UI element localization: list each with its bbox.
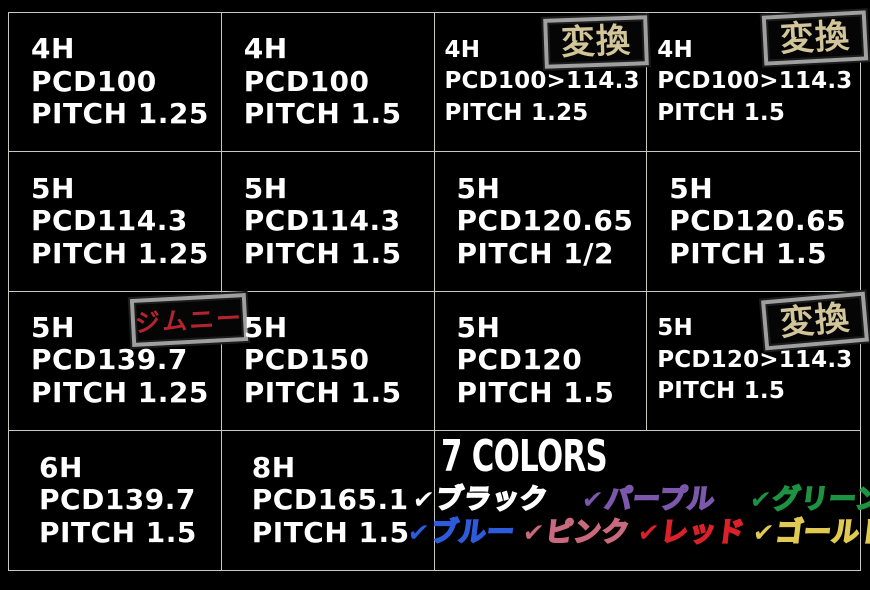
color-option-label: ピンク [543,516,633,549]
color-option-purple: ✔ パープル [580,483,718,516]
color-option-pink: ✔ ピンク [521,516,634,549]
spec-pcd: PCD114.3 [243,204,401,238]
check-icon: ✔ [580,484,605,514]
henkan-badge: 変換 [543,15,650,69]
spec-pitch: PITCH 1.5 [251,515,410,549]
spec-pcd: PCD139.7 [31,343,188,377]
check-icon: ✔ [747,484,773,514]
spec-hole: 4H [31,32,75,66]
color-option-label: グリーン [770,483,870,516]
spec-pcd: PCD165.1 [251,483,409,517]
spec-hole: 5H [243,171,288,205]
spec-hole: 5H [669,171,714,205]
spec-pcd: PCD139.7 [39,483,196,517]
spec-hole: 5H [243,310,288,344]
spec-pitch: PITCH 1.5 [243,375,402,409]
spec-cell: 8H PCD165.1 PITCH 1.5 [222,430,435,570]
spec-pitch: PITCH 1.5 [657,99,786,126]
spec-pcd: PCD100 [31,64,157,98]
check-icon: ✔ [521,517,547,547]
spec-pcd: PCD150 [243,343,370,377]
spec-hole: 5H [31,171,75,205]
spec-hole: 8H [251,450,296,484]
spec-pitch: PITCH 1.25 [444,99,589,126]
spec-pitch: PITCH 1.25 [31,97,209,131]
spec-pitch: PITCH 1.25 [31,375,209,409]
spec-cell: 6H PCD139.7 PITCH 1.5 [9,430,222,570]
spec-hole: 5H [456,171,501,205]
color-option-label: ブルー [428,516,518,549]
spec-grid: 4H PCD100 PITCH 1.25 4H PCD100 PITCH 1.5… [8,10,870,571]
spec-cell: 変換 4H PCD100>114.3 PITCH 1.5 [647,10,869,153]
color-option-red: ✔ レッド [636,516,748,549]
color-option-black: ✔ ブラック [411,483,552,516]
spec-cell: 変換 5H PCD120>114.3 PITCH 1.5 [647,291,869,431]
color-options-row: ✔ ブラック ✔ パープル ✔ グリーン [412,483,870,516]
color-option-label: レッド [658,516,748,549]
henkan-badge: 変換 [761,10,869,66]
spec-pitch: PITCH 1.5 [243,236,402,270]
spec-pcd: PCD114.3 [31,204,188,238]
spec-cell: 5H PCD114.3 PITCH 1.25 [9,152,222,292]
spec-cell: 5H PCD120 PITCH 1.5 [434,291,648,431]
spec-hole: 5H [456,310,501,344]
spec-cell: 変換 4H PCD100>114.3 PITCH 1.25 [434,13,650,153]
spec-pitch: PITCH 1.5 [456,375,615,409]
spec-hole: 4H [657,36,693,63]
henkan-badge: 変換 [761,291,869,350]
color-options-row: ✔ ブルー ✔ ピンク ✔ レッド ✔ ゴールド [407,516,870,549]
spec-cell: ジムニー 5H PCD139.7 PITCH 1.25 [9,291,248,431]
color-option-label: ブラック [433,483,551,516]
spec-cell: 5H PCD120.65 PITCH 1/2 [434,152,648,292]
color-option-label: ゴールド [773,516,870,549]
spec-pcd: PCD120 [456,343,583,377]
spec-hole: 6H [39,450,83,484]
spec-pitch: PITCH 1.5 [243,97,402,131]
spec-pcd: PCD120>114.3 [657,346,853,373]
color-option-gold: ✔ ゴールド [751,516,870,549]
spec-hole: 4H [243,32,288,66]
spec-hole: 5H [657,315,693,342]
spec-pcd: PCD100>114.3 [657,68,853,95]
check-icon: ✔ [751,517,776,547]
color-option-green: ✔ グリーン [747,483,870,516]
colors-panel-title: 7 COLORS [440,430,608,482]
spec-cell: 5H PCD114.3 PITCH 1.5 [221,152,435,292]
spec-pitch: PITCH 1.5 [669,236,828,270]
spec-cell: 5H PCD150 PITCH 1.5 [221,291,435,431]
spec-pitch: PITCH 1/2 [456,236,614,270]
spec-pitch: PITCH 1.5 [39,515,197,549]
check-icon: ✔ [411,484,437,514]
color-option-label: パープル [602,483,718,516]
spec-cell: 5H PCD120.65 PITCH 1.5 [647,152,860,292]
spec-pcd: PCD120.65 [456,204,634,238]
spec-pitch: PITCH 1.5 [657,378,786,405]
spec-pcd: PCD100>114.3 [444,68,640,95]
check-icon: ✔ [636,517,661,547]
spec-hole: 5H [31,310,75,344]
spec-cell: 4H PCD100 PITCH 1.5 [221,13,435,153]
colors-panel: 7 COLORS ✔ ブラック ✔ パープル ✔ グリーン ✔ ブルー ✔ ピン… [407,430,870,570]
spec-pitch: PITCH 1.25 [31,236,209,270]
spec-cell: 4H PCD100 PITCH 1.25 [9,13,222,153]
spec-pcd: PCD120.65 [669,204,847,238]
check-icon: ✔ [406,517,432,547]
color-option-blue: ✔ ブルー [406,516,519,549]
spec-hole: 4H [444,36,481,63]
spec-pcd: PCD100 [243,64,370,98]
